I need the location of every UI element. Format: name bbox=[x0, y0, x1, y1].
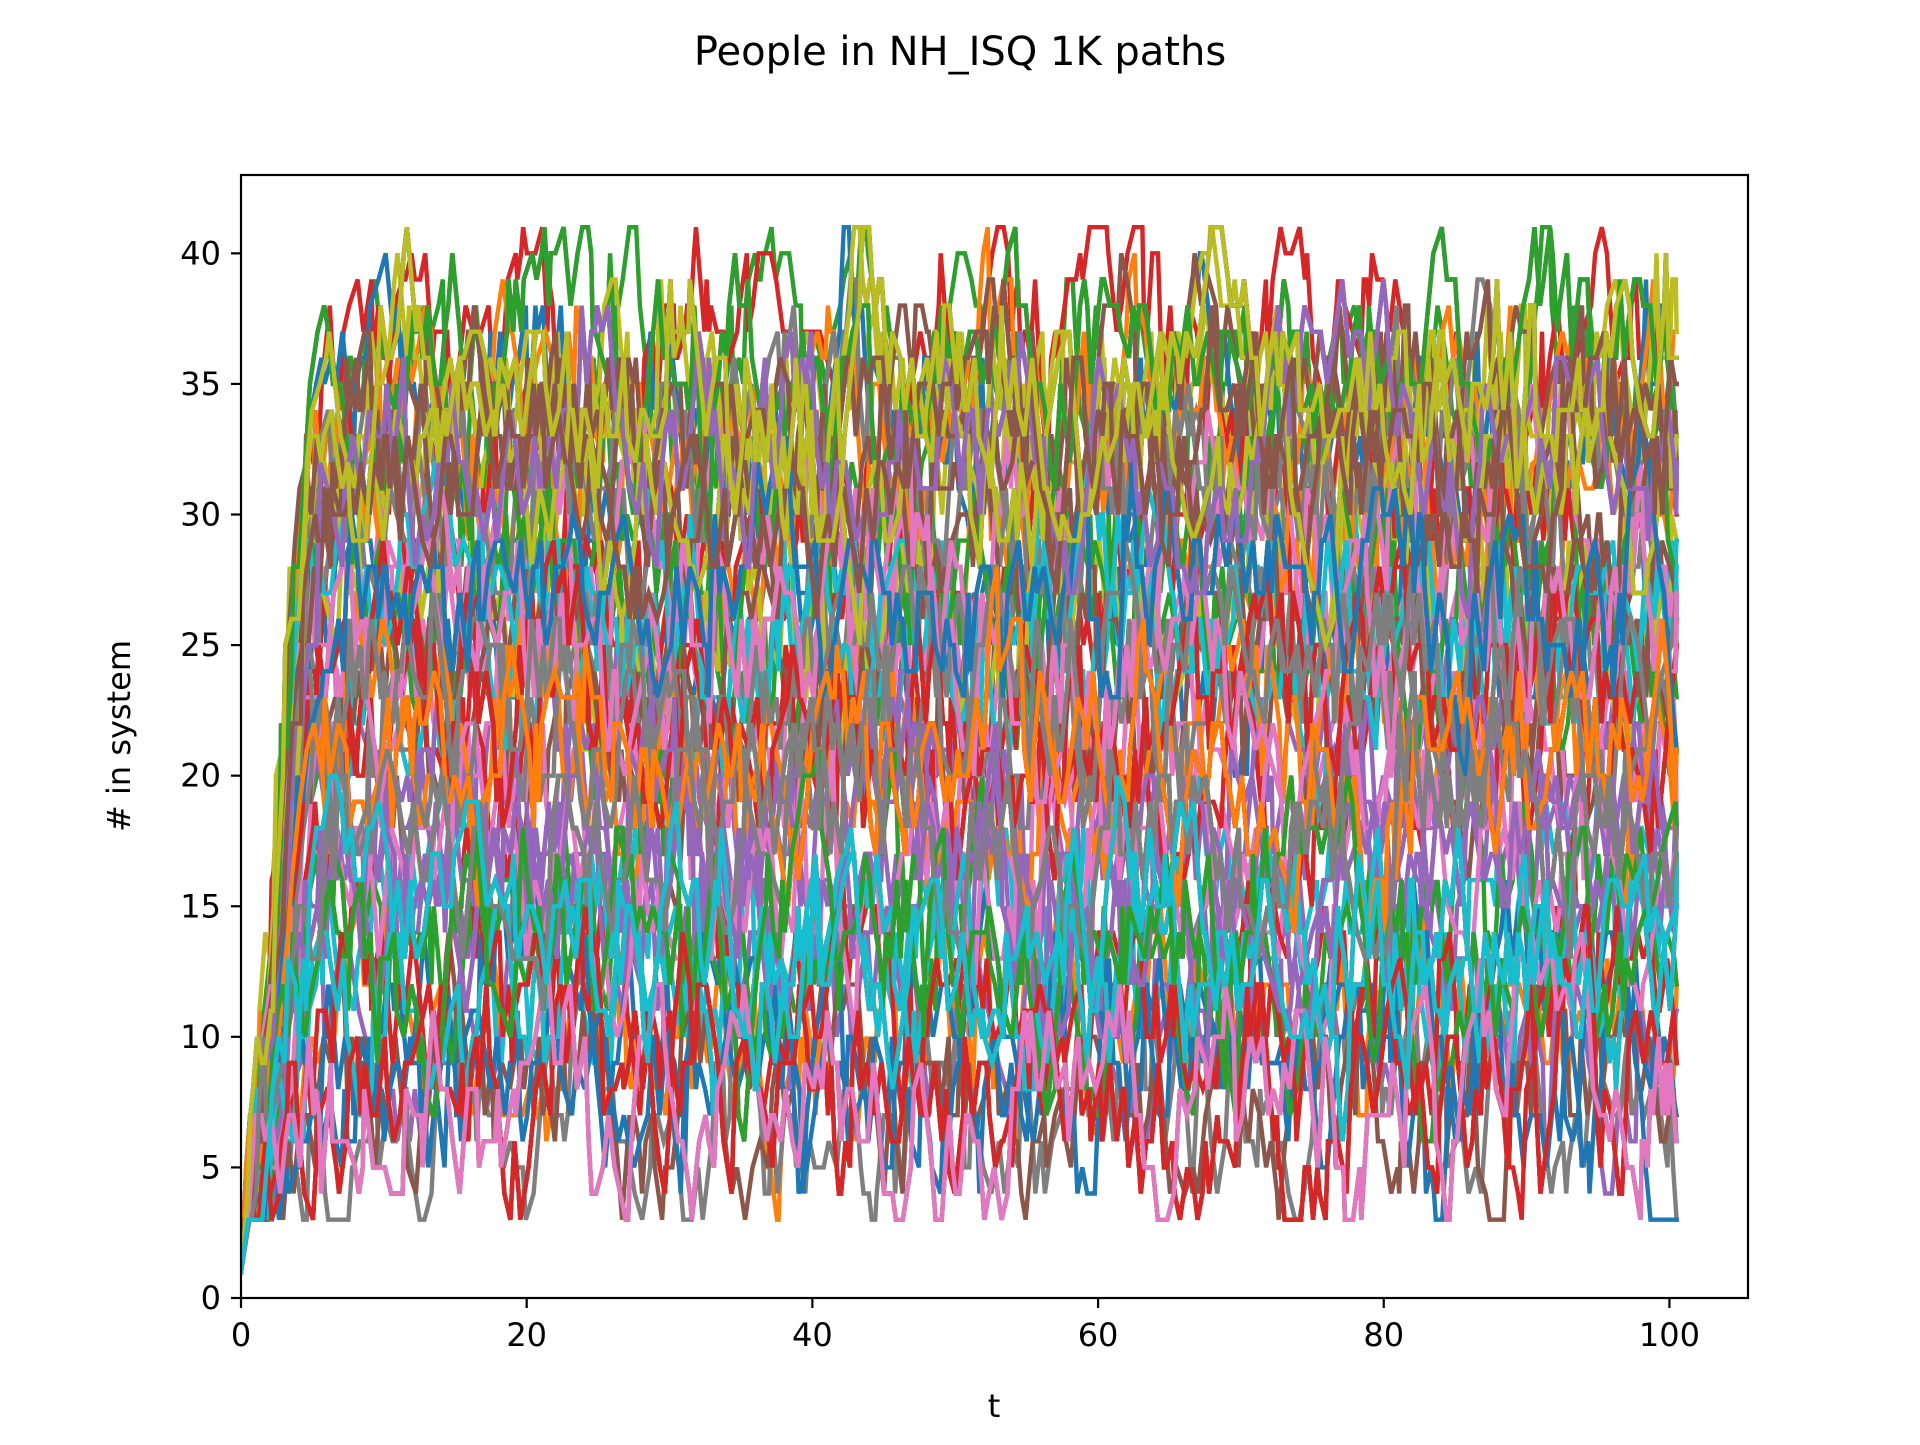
series-path-line bbox=[241, 540, 1679, 1275]
series-path-line bbox=[241, 669, 1679, 1275]
y-tick-label: 5 bbox=[201, 1148, 221, 1186]
x-tick-label: 80 bbox=[1363, 1316, 1404, 1354]
x-tick-label: 40 bbox=[792, 1316, 833, 1354]
y-tick-label: 35 bbox=[180, 365, 221, 403]
y-tick-label: 0 bbox=[201, 1279, 221, 1317]
y-tick-label: 25 bbox=[180, 626, 221, 664]
y-axis: 0 5 10 15 20 25 30 35 40 bbox=[180, 234, 241, 1317]
series-path-line bbox=[241, 279, 1679, 1275]
series-path-line bbox=[241, 773, 1679, 1275]
series-path-line bbox=[241, 305, 1679, 1275]
x-tick-label: 0 bbox=[231, 1316, 251, 1354]
series-path-line bbox=[241, 904, 1679, 1275]
series-path-line bbox=[241, 931, 1679, 1275]
x-axis: 0 20 40 60 80 100 bbox=[231, 1298, 1700, 1354]
y-tick-label: 30 bbox=[180, 496, 221, 534]
chart-title: People in NH_ISQ 1K paths bbox=[694, 29, 1226, 75]
series-layer bbox=[241, 224, 1680, 1275]
y-tick-label: 20 bbox=[180, 757, 221, 795]
x-tick-label: 60 bbox=[1078, 1316, 1119, 1354]
x-tick-label: 20 bbox=[506, 1316, 547, 1354]
y-tick-label: 10 bbox=[180, 1018, 221, 1056]
y-axis-label: # in system bbox=[100, 640, 138, 832]
y-tick-label: 40 bbox=[180, 234, 221, 272]
series-path-line bbox=[241, 224, 1679, 1275]
x-axis-label: t bbox=[988, 1387, 1001, 1425]
series-path-line bbox=[241, 305, 1680, 1275]
y-tick-label: 15 bbox=[180, 887, 221, 925]
x-tick-label: 100 bbox=[1639, 1316, 1700, 1354]
plot-frame bbox=[239, 173, 1750, 1300]
